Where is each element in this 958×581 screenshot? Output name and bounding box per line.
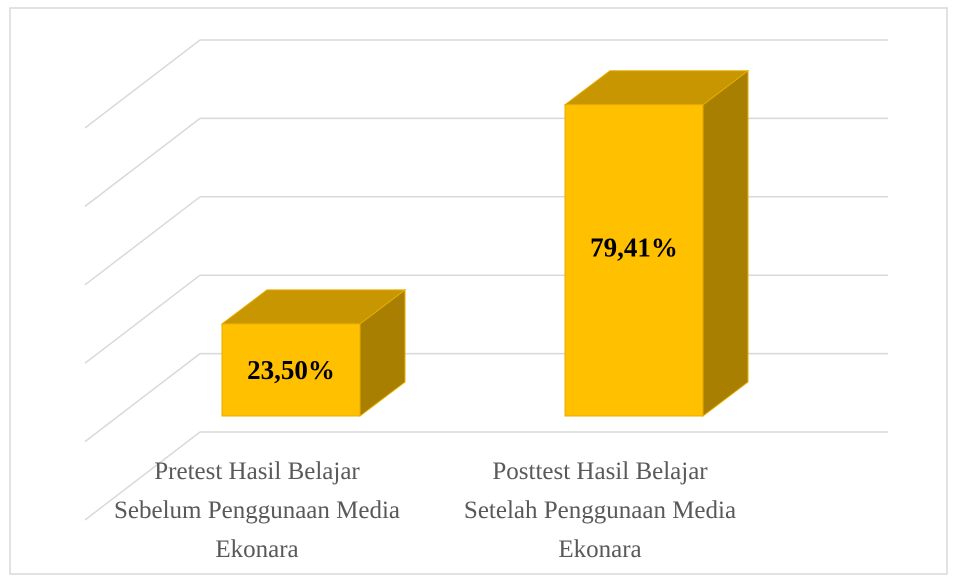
x-tick-label: Posttest Hasil Belajar Setelah Penggunaa…: [463, 458, 737, 563]
grid-line-side: [84, 274, 201, 364]
bar: [564, 104, 704, 417]
grid-line-side: [84, 431, 201, 521]
grid-line-side: [84, 39, 201, 129]
chart-frame: [9, 7, 948, 575]
grid-line-side: [84, 353, 201, 443]
data-label: 79,41%: [590, 233, 678, 263]
bar: [221, 323, 361, 417]
grid-line-side: [84, 117, 201, 207]
grid-line-side: [84, 196, 201, 286]
x-tick-label: Pretest Hasil Belajar Sebelum Penggunaan…: [113, 458, 401, 563]
data-label: 23,50%: [247, 355, 335, 385]
bar-side: [702, 69, 749, 418]
